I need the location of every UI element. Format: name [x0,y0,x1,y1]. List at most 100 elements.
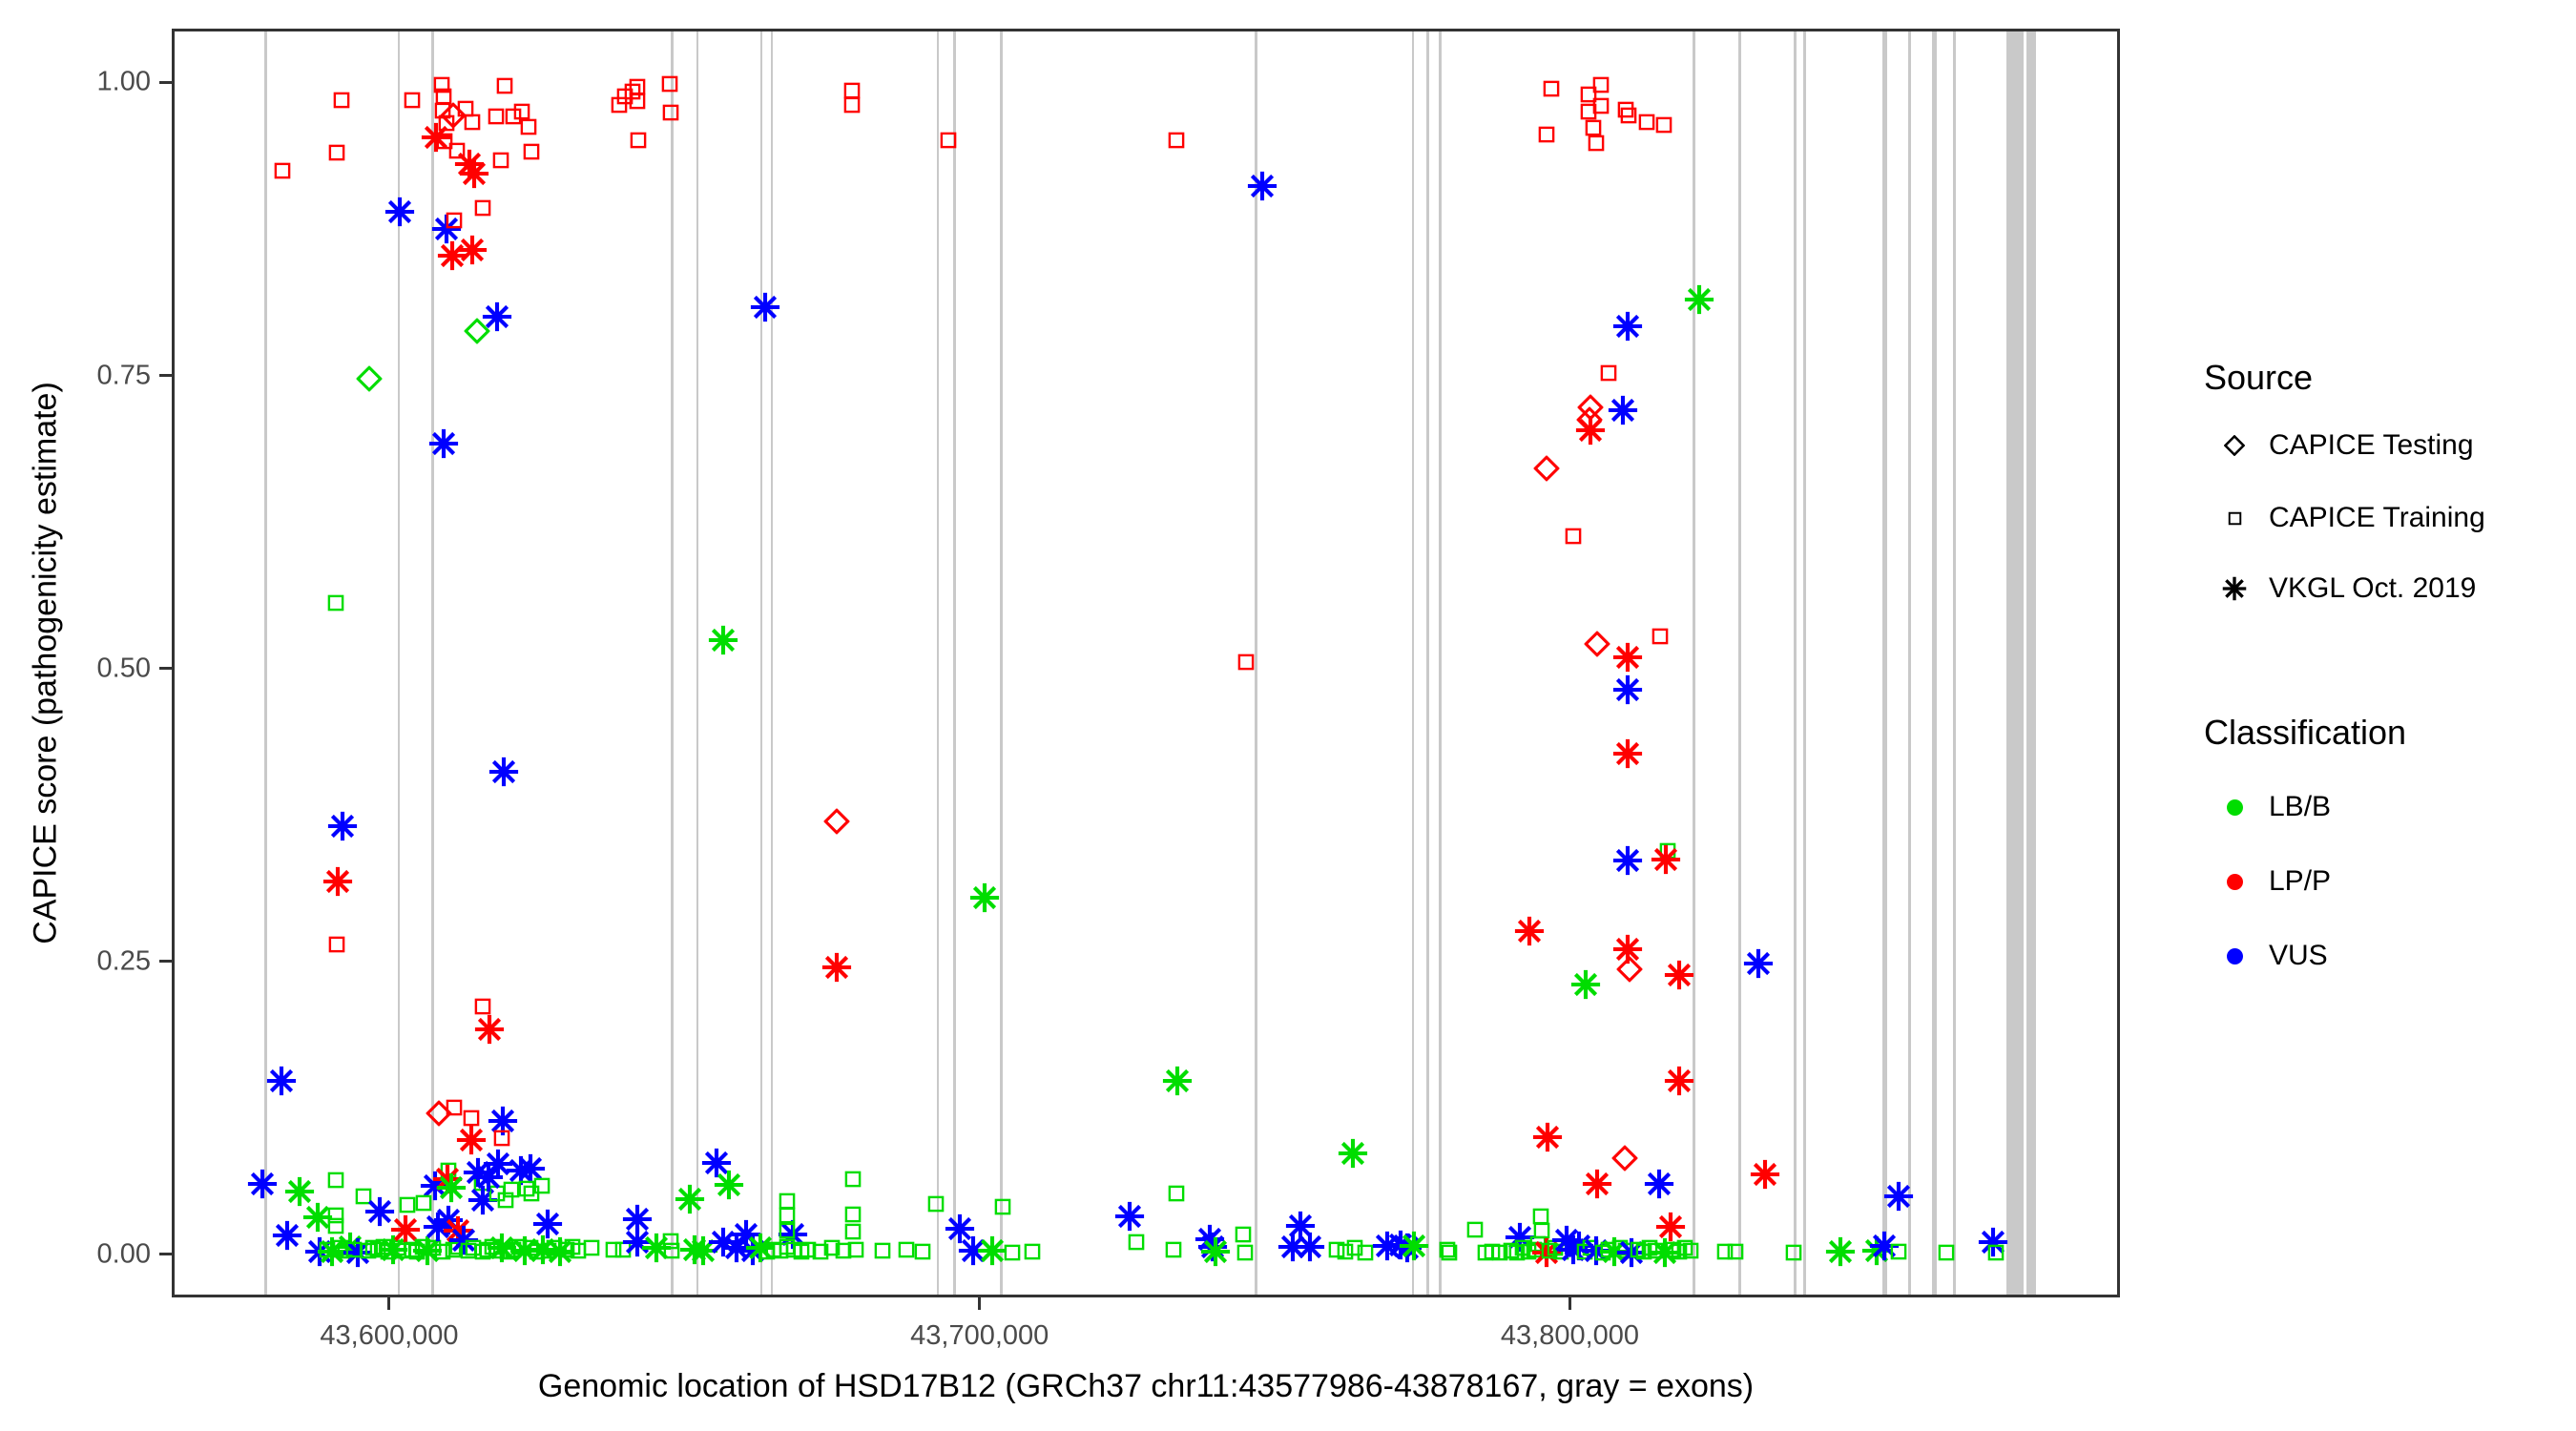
data-point [425,1240,442,1256]
data-point [1978,1228,2007,1257]
data-point [431,214,462,244]
data-point [1358,1245,1374,1261]
y-axis-title: CAPICE score (pathogenicity estimate) [27,382,64,944]
data-point [433,76,450,93]
data-point [1600,364,1617,382]
data-point [1200,1237,1230,1267]
exon-region [999,31,1003,1295]
data-point [709,625,738,655]
exon-region [1794,31,1797,1295]
data-point [1533,455,1560,482]
y-tick-label: 0.75 [96,360,151,390]
square-icon [2213,510,2255,527]
data-point [328,812,358,841]
data-point [1611,1145,1638,1172]
data-point [1664,961,1694,990]
data-point [1162,1066,1193,1095]
data-point [1237,654,1255,671]
data-point [1613,935,1643,964]
data-point [464,114,481,131]
data-point [1552,1225,1582,1255]
exon-region [936,31,940,1295]
data-point [779,1222,796,1239]
y-tick-label: 0.25 [96,945,151,977]
data-point [823,808,850,835]
data-point [1609,396,1638,425]
data-point [622,1204,652,1234]
data-point [970,883,1000,913]
data-point [1532,1122,1563,1151]
data-point [448,142,466,159]
data-point [1534,1222,1550,1239]
data-point [475,1014,505,1044]
data-point [327,594,344,612]
data-point [1613,311,1643,342]
data-point [513,103,530,120]
data-point [1613,643,1643,673]
exon-region [1908,31,1911,1295]
data-point [836,1242,852,1259]
data-point [1248,171,1278,200]
data-point [605,1241,622,1257]
data-point [661,75,678,93]
data-point [1571,970,1601,1000]
data-point [463,1157,492,1187]
data-point [1743,948,1773,979]
data-point [1565,528,1581,545]
data-point [874,1242,890,1259]
data-point [475,199,491,217]
y-tick-label: 0.50 [96,653,151,684]
data-point [1884,1182,1914,1212]
data-point [1346,1240,1363,1256]
data-point [847,1241,864,1257]
data-point [473,1162,504,1192]
data-point [1532,1238,1562,1268]
legend-item-vkgl: VKGL Oct. 2019 [2213,570,2476,608]
exon-region [1953,31,1956,1295]
data-point [475,999,491,1015]
data-point [1585,120,1601,136]
data-point [1620,107,1637,124]
data-point [438,115,455,132]
data-point [721,1234,751,1263]
data-point [940,132,957,148]
data-point [1825,1237,1855,1267]
data-point [1655,1213,1685,1242]
data-point [898,1241,915,1257]
y-tick-label: 1.00 [96,66,151,97]
data-point [440,102,467,129]
data-point [483,302,512,332]
data-point [390,1214,420,1244]
data-point [1466,1221,1484,1238]
data-point [284,1177,315,1207]
data-point [446,213,463,229]
exon-region [1803,31,1806,1295]
data-point [1338,1138,1367,1169]
legend-item-lbb: LB/B [2213,788,2331,826]
data-point [1285,1211,1315,1241]
data-point [1592,76,1609,93]
data-point [914,1243,931,1260]
exon-region [1931,31,1937,1295]
data-point [1588,135,1605,152]
data-point [664,1242,680,1259]
data-point [945,1213,974,1243]
data-point [394,1242,410,1259]
data-point [977,1235,1007,1265]
asterisk-icon [2213,576,2255,601]
y-tick-mark [159,667,172,671]
data-point [737,1235,767,1265]
data-point [662,105,679,121]
data-point [1750,1159,1779,1190]
x-tick-label: 43,700,000 [910,1320,1049,1351]
data-point [1683,1242,1699,1259]
data-point [533,1209,563,1238]
data-point [1441,1245,1457,1261]
data-point [1644,1169,1674,1198]
exon-region [671,31,674,1295]
data-point [483,1149,512,1179]
data-point [327,1217,344,1234]
x-tick-mark [387,1297,391,1310]
data-point [1638,114,1655,131]
legend-item-capice-testing: CAPICE Testing [2213,426,2474,465]
